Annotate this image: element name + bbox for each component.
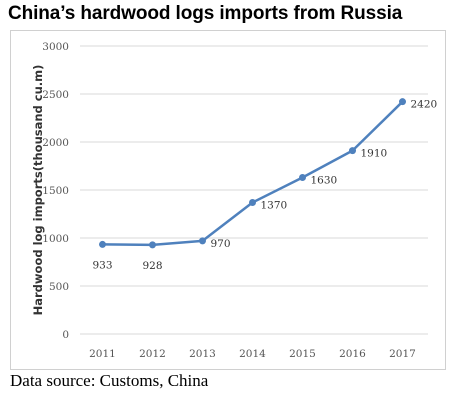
data-point <box>99 240 106 248</box>
x-tick-label: 2013 <box>189 348 216 360</box>
data-point <box>299 174 306 182</box>
y-tick-label: 1500 <box>42 185 69 197</box>
data-labels: 933 928 970 1370 1630 1910 2420 <box>92 99 437 272</box>
data-label: 933 <box>92 259 112 271</box>
x-tick-label: 2012 <box>139 348 166 360</box>
x-tick-label: 2017 <box>389 348 416 360</box>
data-label: 1630 <box>311 175 338 187</box>
data-point <box>249 198 256 206</box>
data-label: 2420 <box>411 99 438 111</box>
data-label: 1370 <box>261 199 288 211</box>
data-label: 928 <box>142 260 162 272</box>
y-tick-label: 1000 <box>42 233 69 245</box>
data-point <box>149 241 156 249</box>
x-tick-label: 2014 <box>239 348 266 360</box>
series <box>99 98 406 249</box>
x-tick-labels: 2011 2012 2013 2014 2015 2016 2017 <box>89 348 416 360</box>
x-tick-label: 2015 <box>289 348 316 360</box>
x-tick-label: 2016 <box>339 348 366 360</box>
gridlines <box>80 45 428 335</box>
y-axis-label: Hardwood log imports(thousand cu.m) <box>31 65 45 316</box>
chart-title: China’s hardwood logs imports from Russi… <box>8 3 403 24</box>
y-tick-label: 2000 <box>42 137 69 149</box>
y-tick-label: 0 <box>62 329 69 341</box>
y-tick-label: 3000 <box>42 41 69 53</box>
y-tick-label: 500 <box>49 281 69 293</box>
data-point <box>349 147 356 155</box>
data-point <box>399 98 406 106</box>
data-point <box>199 237 206 245</box>
x-tick-label: 2011 <box>89 348 116 360</box>
y-tick-labels: 0 500 1000 1500 2000 2500 3000 <box>42 41 69 341</box>
y-tick-label: 2500 <box>42 89 69 101</box>
chart-frame <box>10 30 446 370</box>
series-line <box>102 100 404 247</box>
data-label: 1910 <box>361 148 388 160</box>
data-label: 970 <box>211 238 231 250</box>
data-source-note: Data source: Customs, China <box>10 371 209 390</box>
